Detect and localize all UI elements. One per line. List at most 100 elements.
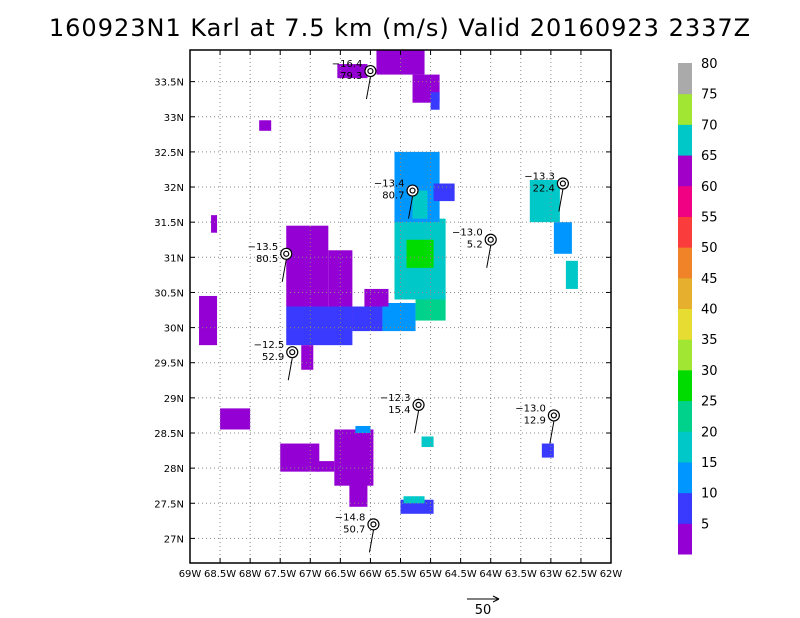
y-tick-label: 33.5N [154, 78, 184, 89]
x-tick-label: 63.5W [505, 569, 537, 580]
colorbar-segment [678, 431, 692, 463]
y-tick-label: 27.5N [154, 499, 184, 510]
colorbar-label: 60 [701, 180, 718, 195]
x-tick-label: 69W [179, 569, 202, 580]
y-tick-label: 32.5N [154, 148, 184, 159]
colorbar-segment [678, 93, 692, 125]
wind-shading-patch [349, 482, 368, 507]
wind-shading-patch [565, 260, 578, 289]
station-marker-inner [559, 180, 566, 187]
reference-vector-arrowhead [492, 595, 500, 603]
station-marker [412, 398, 425, 411]
wind-shading-patch [337, 64, 368, 79]
y-tick-label: 28.5N [154, 429, 184, 440]
wind-shading-patch [355, 425, 371, 433]
station-marker [280, 247, 293, 260]
station-value-label: 80.5 [256, 254, 278, 265]
wind-shading-patch [433, 183, 455, 202]
station-marker [484, 233, 497, 246]
wind-shading-patch [406, 239, 434, 268]
colorbar-label: 45 [701, 272, 718, 287]
colorbar-segment [678, 277, 692, 309]
x-tick-label: 66W [359, 569, 382, 580]
colorbar-label: 40 [701, 303, 718, 318]
colorbar-label: 50 [701, 241, 718, 256]
station-temperature-label: −16.4 [332, 59, 363, 70]
y-tick-label: 30.5N [154, 288, 184, 299]
wind-barb [281, 259, 287, 282]
wind-shading-patch [259, 120, 272, 131]
station-temperature-label: −13.0 [452, 228, 483, 239]
wind-shading-patch [382, 302, 416, 332]
y-tick-label: 32N [164, 183, 184, 194]
station-value-label: 79.3 [340, 71, 362, 82]
x-tick-label: 68W [239, 569, 262, 580]
wind-shading-patch [334, 429, 374, 486]
x-tick-label: 64.5W [445, 569, 477, 580]
wind-shading-patch [286, 225, 329, 307]
y-tick-label: 29.5N [154, 359, 184, 370]
station-value-label: 22.4 [533, 184, 555, 195]
wind-shading-patch [412, 190, 428, 219]
colorbar-label: 70 [701, 118, 718, 133]
wind-shading-patch [403, 496, 425, 504]
station-value-label: 52.9 [262, 352, 284, 363]
colorbar-segment [678, 400, 692, 432]
y-tick-label: 29N [164, 394, 184, 405]
colorbar-label: 35 [701, 333, 718, 348]
x-tick-label: 62W [600, 569, 623, 580]
station-temperature-label: −13.5 [248, 242, 279, 253]
colorbar-segment [678, 247, 692, 279]
x-tick-label: 65W [419, 569, 442, 580]
x-tick-label: 63W [540, 569, 563, 580]
wind-barb [558, 189, 564, 212]
station-marker [556, 177, 569, 190]
station-marker-inner [367, 67, 374, 75]
y-tick-label: 28N [164, 464, 184, 475]
station-marker [406, 184, 419, 197]
x-tick-label: 67W [299, 569, 322, 580]
station-temperature-label: −12.5 [254, 340, 285, 351]
colorbar-segment [678, 339, 692, 371]
colorbar-label: 5 [701, 517, 709, 532]
station-marker-inner [487, 236, 494, 243]
station-marker-inner [370, 521, 377, 528]
wind-shading-patch [220, 408, 251, 430]
wind-shading-patch [316, 461, 335, 472]
wind-shading-patch [199, 295, 218, 346]
wind-shading-patch [211, 215, 218, 233]
wind-barb [365, 76, 371, 100]
x-tick-label: 66.5W [324, 569, 356, 580]
station-marker-inner [409, 187, 416, 194]
wind-barb [549, 421, 555, 444]
station-temperature-label: −13.3 [524, 172, 555, 183]
y-tick-label: 33N [164, 113, 184, 124]
colorbar-segment [678, 369, 692, 402]
wind-barb [408, 196, 414, 219]
chart-title: 160923N1 Karl at 7.5 km (m/s) Valid 2016… [48, 14, 752, 42]
colorbar-segment [678, 216, 692, 248]
y-tick-label: 27N [164, 534, 184, 545]
colorbar-label: 15 [701, 456, 718, 471]
station-temperature-label: −13.4 [374, 179, 405, 190]
wind-shading-patch [415, 295, 446, 321]
wind-shading-patch [541, 443, 554, 458]
x-tick-label: 64W [479, 569, 502, 580]
wind-barb [368, 530, 374, 553]
station-marker [364, 64, 377, 78]
colorbar-label: 65 [701, 149, 718, 164]
wind-barb [486, 245, 492, 268]
y-tick-label: 31N [164, 253, 184, 264]
wind-shading-patch [364, 288, 389, 307]
colorbar-label: 20 [701, 425, 718, 440]
colorbar-label: 75 [701, 88, 718, 103]
wind-shading-patch [280, 443, 320, 472]
station-value-label: 15.4 [388, 405, 410, 416]
colorbar-label: 30 [701, 364, 718, 379]
wind-shading-patch [430, 92, 440, 110]
station-marker-inner [415, 401, 422, 408]
station-value-label: 50.7 [343, 524, 365, 535]
colorbar-segment [678, 63, 692, 95]
station-temperature-label: −13.0 [515, 403, 546, 414]
colorbar-label: 25 [701, 395, 718, 410]
